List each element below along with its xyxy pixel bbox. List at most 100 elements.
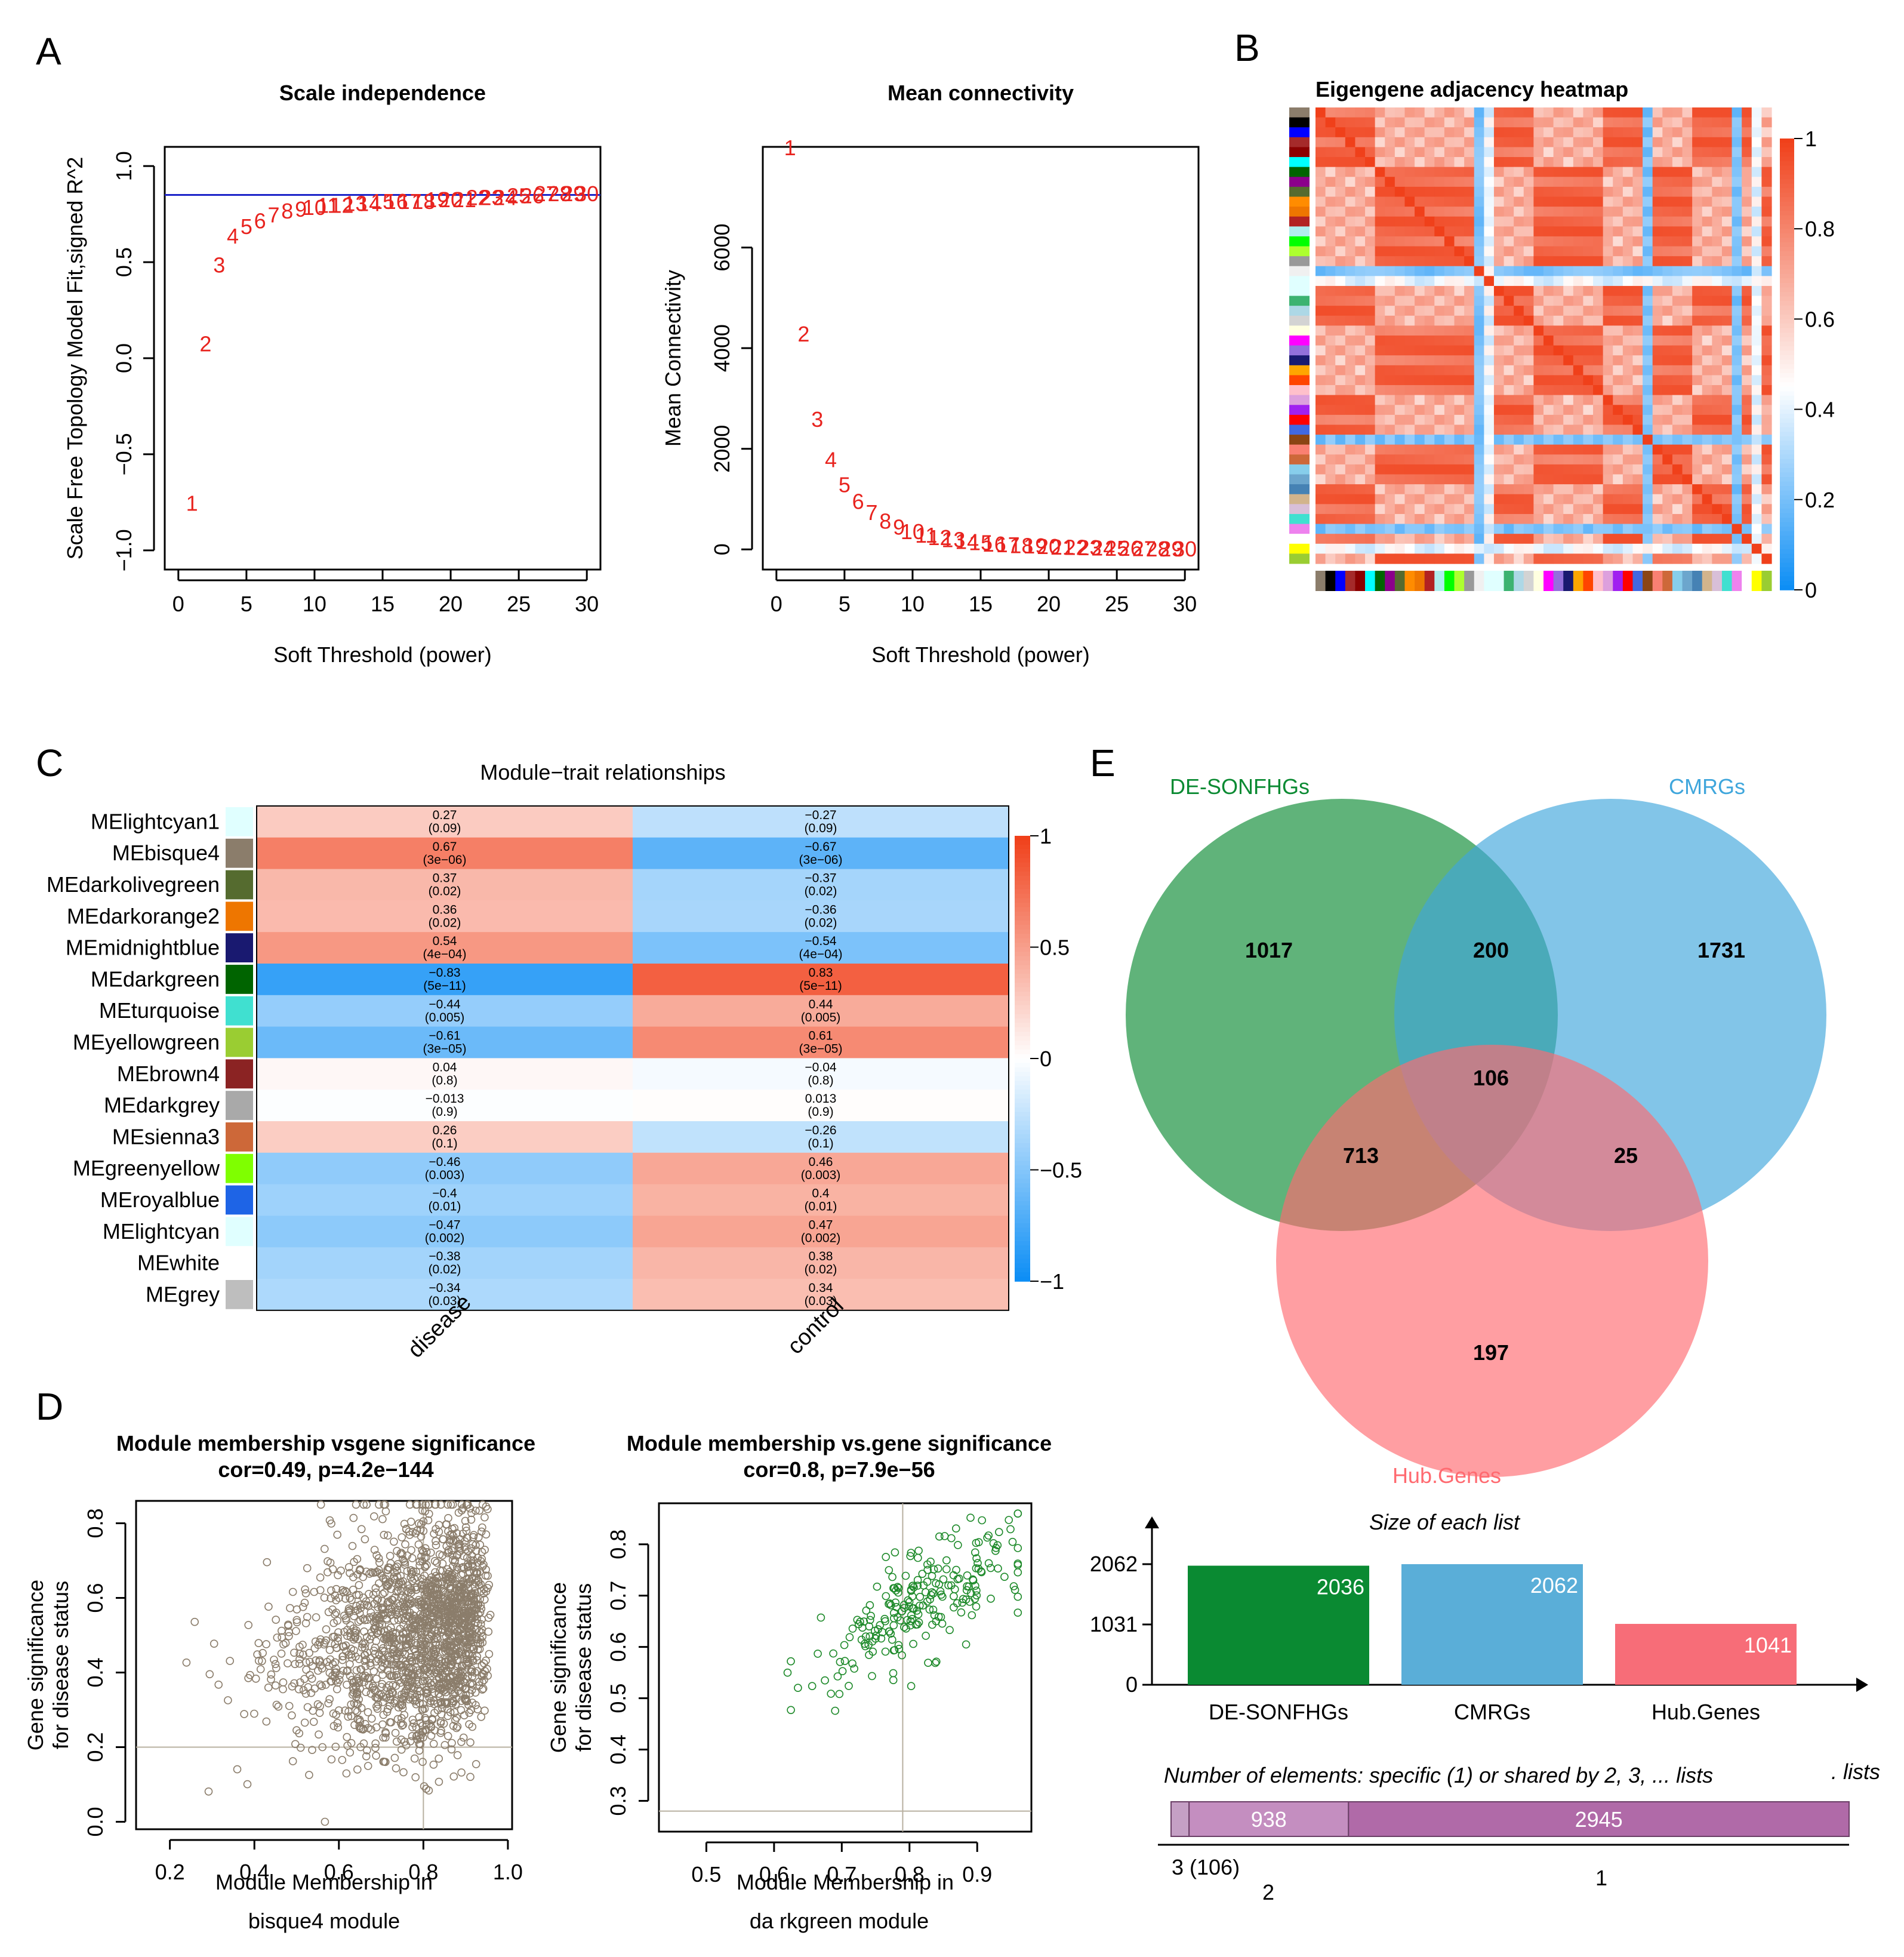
c-cell-pvalue: (0.005) [801,1011,841,1024]
b-heat-cell [1415,236,1425,247]
b-heat-cell [1415,375,1425,386]
b-heat-cell [1702,355,1712,366]
b-heat-cell [1613,306,1623,316]
b-heat-cell [1444,345,1455,356]
b-heat-cell [1702,534,1712,544]
b-heat-cell [1573,454,1584,465]
b-heat-cell [1434,196,1445,207]
b-heat-cell [1315,435,1326,445]
b-heat-cell [1742,157,1752,168]
b-heat-cell [1702,325,1712,336]
b-heat-cell [1543,414,1554,426]
b-heat-cell [1394,375,1406,386]
b-heat-cell [1474,207,1484,217]
b-heat-cell [1563,444,1574,455]
b-heat-cell [1375,117,1385,128]
b-heat-cell [1444,246,1455,257]
b-heat-cell [1672,127,1683,138]
b-heat-cell [1424,405,1435,416]
D1-point [474,1578,483,1586]
b-heat-cell [1355,504,1366,515]
D1-point [455,1648,464,1657]
b-heat-cell [1583,296,1594,306]
b-heat-cell [1325,345,1336,356]
b-heat-cell [1493,444,1505,455]
b-heat-cell [1712,196,1723,207]
D1-point [406,1737,415,1746]
b-colorbar-step [1780,585,1794,590]
b-heat-cell [1682,157,1693,168]
b-heat-cell [1573,365,1584,376]
D1-point [457,1580,466,1589]
b-heat-cell [1652,306,1663,316]
b-heat-cell [1325,137,1336,148]
b-heat-cell [1533,147,1544,158]
b-heat-cell [1434,474,1445,485]
D1-point [380,1500,388,1509]
A1-xtick-label: 5 [241,592,252,616]
c-cell-disease [257,1184,633,1216]
b-heat-cell [1662,226,1673,237]
b-heat-cell [1672,474,1683,485]
bars-ytick-label: 1031 [1090,1612,1138,1636]
D1-point [277,1650,286,1658]
b-heat-cell [1662,137,1673,148]
b-heat-cell [1533,167,1544,177]
b-heat-cell [1434,553,1445,564]
b-heat-cell [1712,285,1723,297]
D2-point [891,1548,899,1557]
b-heat-cell [1375,147,1385,158]
b-heat-cell [1345,414,1356,426]
c-row-label: MEmidnightblue [66,936,220,960]
b-heat-cell [1732,513,1742,525]
b-heat-cell [1335,216,1346,227]
b-heat-cell [1493,454,1505,465]
b-heat-cell [1751,365,1762,376]
D1-ylabel-line2: for disease status [48,1581,73,1749]
D1-point [386,1552,395,1560]
b-heat-cell [1345,405,1356,416]
D1-point [476,1595,484,1604]
b-heat-cell [1643,484,1653,495]
b-heat-cell [1702,236,1712,247]
b-heat-cell [1514,385,1524,396]
b-heat-cell [1444,385,1455,396]
b-heat-cell [1603,345,1613,356]
D1-title: Module membership vsgene significance [116,1431,535,1456]
b-heat-cell [1404,534,1415,544]
D1-point [480,1676,488,1684]
b-heat-cell [1702,414,1712,426]
b-heat-cell [1761,306,1772,316]
b-heat-cell [1622,256,1634,267]
b-heat-cell [1523,207,1534,217]
venn-set-label: Hub.Genes [1392,1463,1501,1488]
b-heat-cell [1692,157,1703,168]
b-row-module-swatch [1289,345,1310,356]
D1-point [386,1685,395,1694]
b-heat-cell [1404,186,1415,198]
b-heat-cell [1721,167,1733,177]
b-heat-cell [1643,513,1653,525]
b-heat-cell [1514,405,1524,416]
b-heat-cell [1613,186,1623,198]
b-heat-cell [1613,395,1623,405]
b-heat-cell [1603,355,1613,366]
D1-point [272,1664,281,1672]
b-heat-cell [1573,285,1584,297]
b-heat-cell [1493,236,1505,247]
A1-point-label: 1 [186,491,198,515]
b-heat-cell [1563,177,1574,187]
b-heat-cell [1315,196,1326,207]
b-heat-cell [1712,266,1723,276]
b-heat-cell [1553,414,1564,426]
D2-point [973,1559,982,1567]
b-colorbar-label: 0.4 [1805,398,1835,422]
b-heat-cell [1573,524,1584,534]
D1-point [445,1637,454,1645]
b-heat-cell [1464,345,1475,356]
D1-point [272,1700,281,1709]
b-colorbar-step [1780,571,1794,577]
b-heat-cell [1721,365,1733,376]
b-heat-cell [1593,435,1604,445]
b-heat-cell [1444,266,1455,276]
